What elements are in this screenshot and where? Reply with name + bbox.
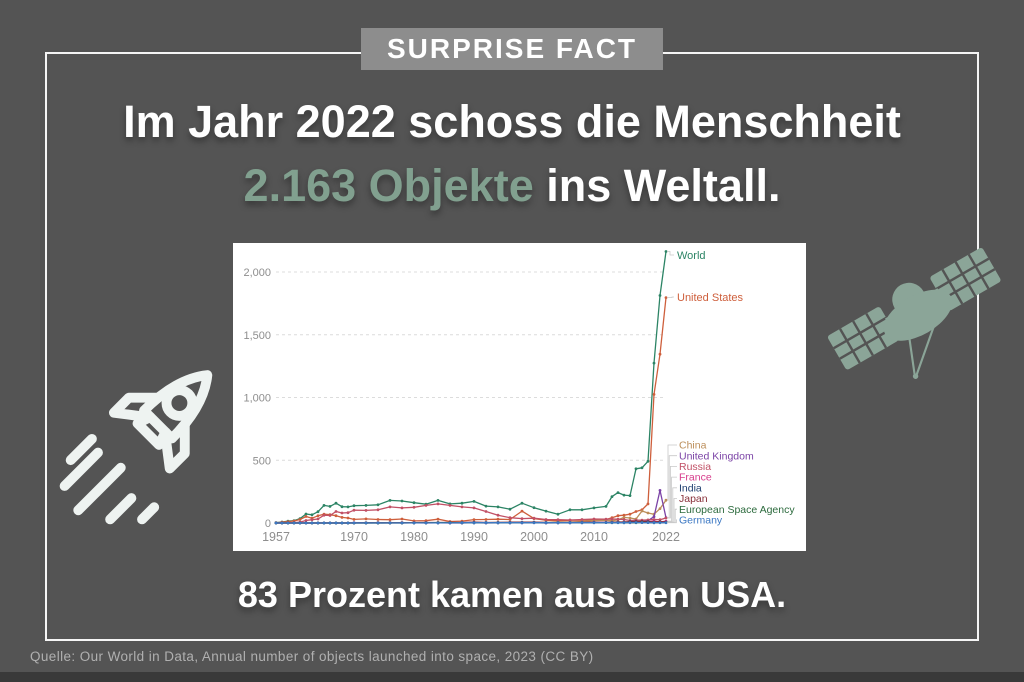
svg-text:World: World (677, 250, 706, 262)
headline-rest: ins Weltall. (533, 159, 781, 211)
headline-highlight: 2.163 Objekte (243, 159, 534, 211)
subheadline: 83 Prozent kamen aus den USA. (237, 574, 787, 615)
satellite-icon (827, 247, 1001, 379)
svg-text:Russia: Russia (679, 461, 711, 473)
headline-line1: Im Jahr 2022 schoss die Menschheit (123, 96, 901, 147)
svg-text:Germany: Germany (679, 515, 723, 527)
bottom-strip (0, 672, 1024, 682)
space-launches-chart: 0 500 1,000 1,500 2,000 1957 1970 1980 1990 2000 2… (243, 250, 795, 544)
svg-text:1990: 1990 (460, 530, 488, 544)
svg-text:China: China (679, 440, 707, 452)
svg-text:United States: United States (677, 292, 744, 304)
svg-text:0: 0 (265, 518, 271, 530)
svg-text:Japan: Japan (679, 493, 708, 505)
svg-text:1,000: 1,000 (243, 393, 271, 405)
rocket-icon (59, 370, 213, 525)
svg-text:1957: 1957 (262, 530, 290, 544)
source-attribution: Quelle: Our World in Data, Annual number… (30, 649, 594, 664)
surprise-fact-badge: SURPRISE FACT (360, 28, 664, 70)
headline-line2: 2.163 Objekte ins Weltall. (0, 154, 1024, 218)
svg-text:1980: 1980 (400, 530, 428, 544)
svg-text:2010: 2010 (580, 530, 608, 544)
svg-text:2,000: 2,000 (243, 267, 271, 279)
svg-text:France: France (679, 472, 712, 484)
svg-text:1,500: 1,500 (243, 330, 271, 342)
svg-text:European Space Agency: European Space Agency (679, 504, 795, 516)
svg-text:India: India (679, 482, 702, 494)
svg-text:2000: 2000 (520, 530, 548, 544)
svg-text:United Kingdom: United Kingdom (679, 450, 754, 462)
svg-text:500: 500 (253, 455, 271, 467)
svg-text:2022: 2022 (652, 530, 680, 544)
svg-text:1970: 1970 (340, 530, 368, 544)
headline: Im Jahr 2022 schoss die Menschheit 2.163… (0, 90, 1024, 218)
chart-panel: 0 500 1,000 1,500 2,000 1957 1970 1980 1990 2000 2… (233, 243, 806, 551)
